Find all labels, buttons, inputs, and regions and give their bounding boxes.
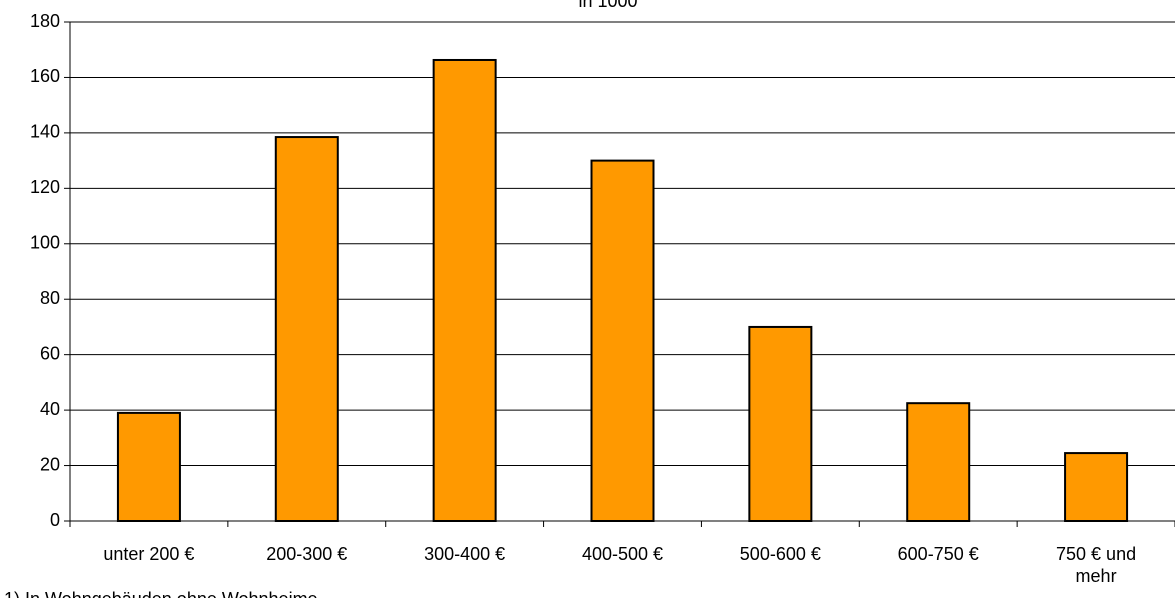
y-tick-label: 60 — [40, 343, 60, 363]
bar — [590, 159, 655, 522]
y-tick-label: 160 — [30, 66, 60, 86]
y-tick-label: 40 — [40, 399, 60, 419]
x-tick-label: unter 200 € — [103, 544, 195, 564]
x-tick-label: 200-300 € — [266, 544, 348, 564]
y-tick-label: 100 — [30, 233, 60, 253]
bar — [1064, 452, 1129, 523]
x-tick-label: 750 € und mehr — [1056, 544, 1137, 586]
x-tick-label: 600-750 € — [897, 544, 979, 564]
bar — [748, 325, 813, 523]
bar — [906, 402, 971, 522]
y-tick-label: 80 — [40, 288, 60, 308]
y-tick-label: 180 — [30, 11, 60, 31]
x-tick-label: 500-600 € — [739, 544, 821, 564]
bar — [432, 58, 497, 523]
footnote: 1) In Wohngebäuden ohne Wohnheime — [4, 588, 318, 598]
y-tick-label: 0 — [50, 510, 60, 530]
bar — [274, 136, 339, 523]
chart-subtitle: in 1000 — [578, 0, 637, 11]
x-tick-label: 400-500 € — [581, 544, 664, 564]
bar — [116, 411, 181, 522]
y-tick-label: 120 — [30, 177, 60, 197]
y-tick-label: 20 — [40, 454, 60, 474]
y-tick-label: 140 — [30, 122, 60, 142]
x-tick-label: 300-400 € — [424, 544, 506, 564]
